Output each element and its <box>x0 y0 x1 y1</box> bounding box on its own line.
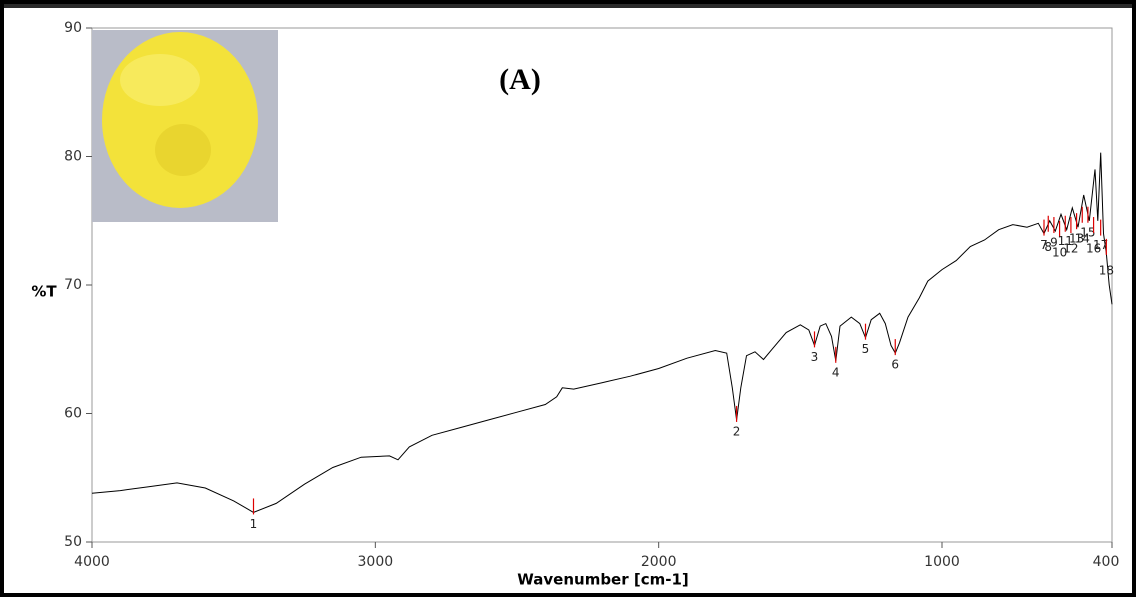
peak-label: 11 <box>1058 234 1073 248</box>
x-tick-label: 4000 <box>74 554 110 570</box>
x-tick-label: 1000 <box>924 554 960 570</box>
peak-label: 10 <box>1052 245 1067 259</box>
peak-label: 13 <box>1069 232 1084 246</box>
peak-label: 4 <box>832 365 840 379</box>
photo-inset <box>92 30 278 222</box>
peak-label: 1 <box>250 517 258 531</box>
chart-title: (A) <box>499 63 541 96</box>
peak-label: 9 <box>1050 236 1058 250</box>
peak-label: 8 <box>1044 240 1052 254</box>
peak-label: 3 <box>811 350 819 364</box>
peak-label: 18 <box>1099 263 1114 277</box>
peak-label: 12 <box>1063 242 1078 256</box>
peak-label: 5 <box>862 342 870 356</box>
peak-label: 2 <box>733 424 741 438</box>
peak-label: 6 <box>891 358 899 372</box>
peak-label: 17 <box>1093 238 1108 252</box>
y-tick-label: 50 <box>64 534 82 550</box>
x-tick-label: 3000 <box>358 554 394 570</box>
y-tick-label: 70 <box>64 277 82 293</box>
y-tick-label: 80 <box>64 149 82 165</box>
y-tick-label: 90 <box>64 20 82 36</box>
peak-label: 14 <box>1075 231 1090 245</box>
peak-label: 16 <box>1086 242 1101 256</box>
powder-highlight <box>120 54 200 106</box>
peak-label: 15 <box>1080 225 1095 239</box>
x-axis-label: Wavenumber [cm-1] <box>517 571 689 589</box>
y-tick-label: 60 <box>64 406 82 422</box>
x-tick-label: 400 <box>1093 554 1120 570</box>
y-axis-label: %T <box>31 283 57 301</box>
x-tick-label: 2000 <box>641 554 677 570</box>
peak-label: 7 <box>1040 238 1048 252</box>
powder-center <box>155 124 211 176</box>
